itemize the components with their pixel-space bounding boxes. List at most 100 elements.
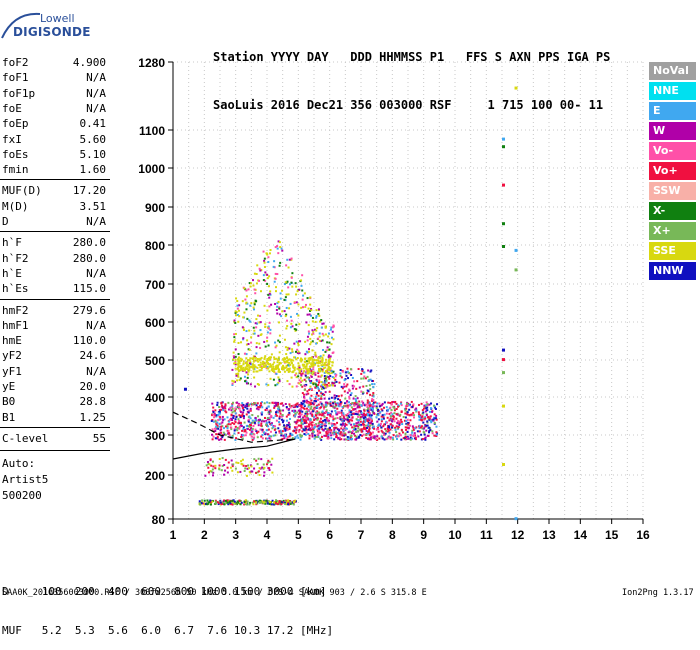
oblique-echo-point: [252, 332, 255, 335]
f-layer-point: [377, 424, 380, 427]
param-label: fmin: [2, 163, 29, 177]
f-layer-point: [435, 433, 438, 436]
f-layer-point: [292, 406, 295, 409]
oblique-echo-point: [307, 307, 310, 310]
param-row: M(D) 3.51: [2, 200, 106, 213]
oblique-echo-point: [275, 372, 278, 375]
oblique-echo-point: [301, 298, 304, 301]
oblique-echo-point: [279, 246, 282, 249]
f-layer-point: [281, 421, 284, 424]
oblique-echo-point: [291, 285, 294, 288]
f-layer-point: [377, 414, 380, 417]
es2-trace-point: [241, 458, 244, 461]
oblique-echo-point: [312, 383, 315, 386]
es-trace-point: [266, 502, 269, 505]
f-layer-point: [211, 428, 214, 431]
es-trace-point: [294, 499, 297, 502]
oblique-echo-point: [314, 383, 317, 386]
oblique-band-point: [278, 363, 281, 366]
f-layer-tower: [339, 375, 342, 378]
oblique-echo-point: [318, 339, 321, 342]
f-layer-point: [316, 418, 319, 421]
oblique-echo-point: [296, 351, 299, 354]
f-layer-tower: [373, 383, 376, 386]
es2-trace-point: [234, 467, 237, 470]
f-layer-point: [412, 426, 415, 429]
f-layer-tower: [323, 418, 326, 421]
f-layer-point: [426, 424, 429, 427]
x-tick-label: 1: [170, 528, 177, 542]
f-layer-tower: [308, 376, 311, 379]
f-layer-point: [332, 406, 335, 409]
f-layer-point: [226, 416, 229, 419]
f-layer-tower: [347, 377, 350, 380]
f-layer-point: [263, 431, 266, 434]
f-layer-tower: [362, 403, 365, 406]
es-trace-point: [286, 499, 289, 502]
es2-trace-point: [243, 469, 246, 472]
f-layer-point: [394, 428, 397, 431]
f-layer-point: [429, 419, 432, 422]
x-tick-label: 8: [389, 528, 396, 542]
f-layer-tower: [313, 401, 316, 404]
oblique-band-point: [272, 365, 275, 368]
f-layer-point: [214, 430, 217, 433]
oblique-echo-point: [255, 318, 258, 321]
oblique-echo-point: [285, 327, 288, 330]
oblique-echo-point: [320, 340, 323, 343]
oblique-echo-point: [331, 361, 334, 364]
oblique-band-point: [255, 359, 258, 362]
es2-trace-point: [218, 457, 221, 460]
legend-item-nne: NNE: [649, 82, 696, 100]
oblique-echo-point: [321, 322, 324, 325]
f-layer-tower: [316, 433, 319, 436]
oblique-band-point: [256, 357, 259, 360]
oblique-echo-point: [276, 273, 279, 276]
f-layer-point: [333, 438, 336, 441]
f-layer-point: [233, 428, 236, 431]
f-layer-tower: [352, 429, 355, 432]
f-layer-point: [387, 401, 390, 404]
f-layer-point: [327, 435, 330, 438]
oblique-echo-point: [269, 290, 272, 293]
oblique-echo-point: [303, 292, 306, 295]
f-layer-point: [395, 402, 398, 405]
oblique-echo-point: [310, 309, 313, 312]
f-layer-tower: [346, 404, 349, 407]
f-layer-point: [241, 414, 244, 417]
oblique-echo-point: [262, 274, 265, 277]
f-layer-point: [360, 423, 363, 426]
oblique-echo-point: [244, 380, 247, 383]
f-layer-point: [432, 404, 435, 407]
f-layer-point: [325, 432, 328, 435]
oblique-echo-point: [304, 353, 307, 356]
oblique-echo-point: [327, 332, 330, 335]
x-tick-label: 6: [326, 528, 333, 542]
x-tick-label: 4: [264, 528, 271, 542]
f-layer-point: [218, 438, 221, 441]
oblique-echo-point: [257, 334, 260, 337]
oblique-echo-point: [276, 383, 279, 386]
f-layer-point: [333, 431, 336, 434]
oblique-band-point: [237, 358, 240, 361]
oblique-echo-point: [287, 266, 290, 269]
f-layer-point: [230, 409, 233, 412]
oblique-echo-point: [285, 364, 288, 367]
es-trace-point: [261, 501, 264, 504]
f-layer-point: [246, 403, 249, 406]
f-layer-point: [264, 432, 267, 435]
f-layer-tower: [325, 383, 328, 386]
f-layer-point: [333, 430, 336, 433]
f-layer-point: [294, 431, 297, 434]
f-layer-tower: [372, 386, 375, 389]
f-layer-point: [413, 416, 416, 419]
f-layer-point: [312, 402, 315, 405]
f-layer-tower: [369, 370, 372, 373]
oblique-echo-point: [255, 342, 258, 345]
oblique-band-point: [246, 365, 249, 368]
isolated-point: [502, 358, 505, 362]
f-layer-point: [278, 421, 281, 424]
f-layer-point: [309, 412, 312, 415]
f-layer-point: [392, 438, 395, 441]
f-layer-point: [248, 409, 251, 412]
